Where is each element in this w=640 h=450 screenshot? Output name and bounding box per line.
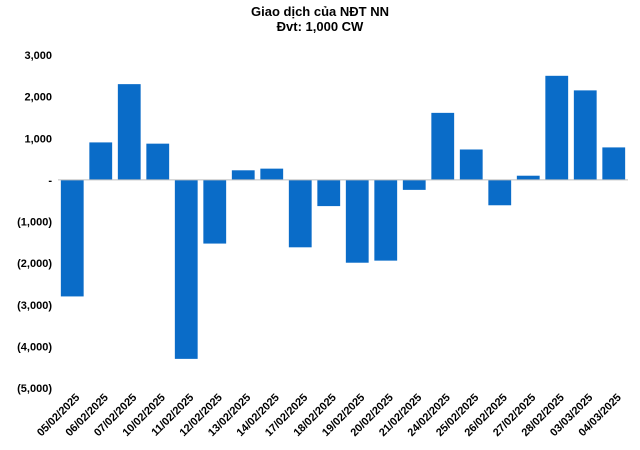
bar bbox=[231, 170, 255, 180]
bar bbox=[374, 179, 398, 261]
bar bbox=[488, 179, 512, 206]
x-axis-labels: 05/02/202506/02/202507/02/202510/02/2025… bbox=[35, 392, 624, 439]
bar bbox=[89, 142, 113, 180]
bar bbox=[203, 179, 227, 244]
bar bbox=[117, 84, 141, 180]
y-tick-label: - bbox=[48, 175, 52, 187]
chart-title-block: Giao dịch của NĐT NN Đvt: 1,000 CW bbox=[0, 4, 640, 34]
bar bbox=[146, 143, 170, 180]
y-tick-label: (3,000) bbox=[17, 300, 52, 312]
y-tick-label: (2,000) bbox=[17, 258, 52, 270]
y-tick-label: 3,000 bbox=[24, 50, 52, 62]
bar bbox=[545, 75, 569, 180]
y-tick-label: (1,000) bbox=[17, 217, 52, 229]
bar bbox=[602, 147, 626, 180]
y-tick-label: (4,000) bbox=[17, 341, 52, 353]
y-axis-labels: 3,000 2,000 1,000 - (1,000) (2,000) (3,000) (4,… bbox=[17, 50, 52, 395]
bar bbox=[459, 149, 483, 180]
bar bbox=[402, 179, 426, 190]
bar bbox=[60, 179, 84, 297]
y-tick-label: (5,000) bbox=[17, 383, 52, 395]
y-tick-label: 2,000 bbox=[24, 92, 52, 104]
bar bbox=[174, 179, 198, 359]
bar bbox=[573, 90, 597, 180]
bar bbox=[431, 112, 455, 180]
bar bbox=[260, 168, 284, 180]
bar bbox=[317, 179, 341, 207]
chart-subtitle: Đvt: 1,000 CW bbox=[276, 19, 364, 34]
chart-title: Giao dịch của NĐT NN bbox=[251, 4, 389, 19]
bar bbox=[288, 179, 312, 248]
bar bbox=[345, 179, 369, 263]
bar bbox=[516, 175, 540, 180]
bars bbox=[60, 75, 626, 359]
y-tick-label: 1,000 bbox=[24, 133, 52, 145]
